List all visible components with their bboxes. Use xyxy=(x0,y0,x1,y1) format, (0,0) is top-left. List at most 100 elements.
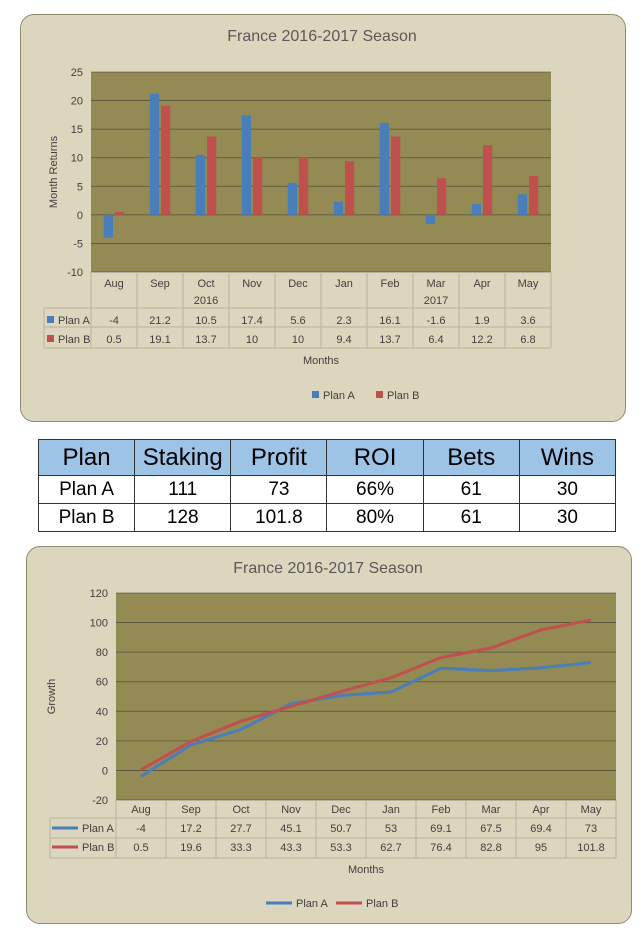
table-series-name: Plan B xyxy=(58,334,90,346)
x-tick-label: Feb xyxy=(432,804,451,816)
x-tick-label: Aug xyxy=(131,804,151,816)
header-profit: Profit xyxy=(230,439,328,476)
data-label: 6.8 xyxy=(520,334,535,346)
plot-area xyxy=(116,593,616,800)
table-row: Plan A 111 73 66% 61 30 xyxy=(37,475,617,504)
y-tick-label: 10 xyxy=(71,153,83,165)
x-tick-label: Apr xyxy=(473,278,490,290)
data-label: 5.6 xyxy=(290,315,305,327)
data-label: 1.9 xyxy=(474,315,489,327)
bar-plan-b xyxy=(437,178,447,215)
data-label: 62.7 xyxy=(380,842,401,854)
y-tick-label: 25 xyxy=(71,67,83,79)
data-label: 6.4 xyxy=(428,334,443,346)
x-tick-label: Oct xyxy=(232,804,249,816)
x-tick-label: Oct xyxy=(197,278,214,290)
x-group-label: 2016 xyxy=(194,295,218,307)
legend-label: Plan B xyxy=(366,898,398,910)
x-group-label: 2017 xyxy=(424,295,448,307)
x-tick-label: Apr xyxy=(532,804,549,816)
header-bets: Bets xyxy=(422,439,520,476)
bar-plan-a xyxy=(149,93,159,215)
data-label: 3.6 xyxy=(520,315,535,327)
data-label: 13.7 xyxy=(379,334,400,346)
chart-title: France 2016-2017 Season xyxy=(227,28,416,45)
data-label: -4 xyxy=(109,315,119,327)
bar-plan-a xyxy=(287,182,297,215)
y-tick-label: 120 xyxy=(90,588,108,600)
legend-label: Plan A xyxy=(296,898,328,910)
bar-plan-a xyxy=(425,214,435,224)
data-label: 95 xyxy=(535,842,547,854)
data-label: 17.2 xyxy=(180,823,201,835)
table-cell: 80% xyxy=(326,503,424,532)
data-label: 45.1 xyxy=(280,823,301,835)
table-cell: 30 xyxy=(518,475,617,504)
y-tick-label: 0 xyxy=(77,210,83,222)
legend-label: Plan B xyxy=(387,390,419,402)
x-tick-label: Mar xyxy=(482,804,501,816)
data-label: 27.7 xyxy=(230,823,251,835)
header-roi: ROI xyxy=(326,439,424,476)
bar-plan-a xyxy=(195,154,205,215)
y-tick-label: 0 xyxy=(102,765,108,777)
legend-swatch xyxy=(312,391,319,398)
table-cell: 128 xyxy=(134,503,232,532)
header-staking: Staking xyxy=(134,439,232,476)
legend-swatch xyxy=(376,391,383,398)
bar-plan-a xyxy=(517,194,527,215)
data-label: 2.3 xyxy=(336,315,351,327)
data-label: 0.5 xyxy=(133,842,148,854)
data-label: -4 xyxy=(136,823,146,835)
data-label: 69.4 xyxy=(530,823,551,835)
data-label: 12.2 xyxy=(471,334,492,346)
x-tick-label: May xyxy=(518,278,539,290)
bar-plan-b xyxy=(345,161,355,215)
bar-plan-b xyxy=(299,157,309,215)
data-label: 50.7 xyxy=(330,823,351,835)
x-tick-label: Jan xyxy=(335,278,353,290)
data-label: 53.3 xyxy=(330,842,351,854)
bar-plan-a xyxy=(379,122,389,215)
bar-plan-b xyxy=(529,176,539,215)
table-series-name: Plan A xyxy=(82,823,114,835)
x-tick-label: Jan xyxy=(382,804,400,816)
x-axis-title: Months xyxy=(348,864,385,876)
data-label: 21.2 xyxy=(149,315,170,327)
x-tick-label: Sep xyxy=(150,278,170,290)
y-tick-label: 80 xyxy=(96,647,108,659)
header-wins: Wins xyxy=(518,439,617,476)
y-tick-label: 5 xyxy=(77,181,83,193)
table-series-name: Plan A xyxy=(58,315,90,327)
x-tick-label: Aug xyxy=(104,278,124,290)
x-tick-label: Dec xyxy=(288,278,308,290)
y-tick-label: 60 xyxy=(96,677,108,689)
data-label: 69.1 xyxy=(430,823,451,835)
data-label: 101.8 xyxy=(577,842,605,854)
table-series-name: Plan B xyxy=(82,842,114,854)
data-label: 33.3 xyxy=(230,842,251,854)
x-axis-title: Months xyxy=(303,355,340,367)
data-label: 10 xyxy=(292,334,304,346)
data-label: 17.4 xyxy=(241,315,262,327)
x-tick-label: Dec xyxy=(331,804,351,816)
data-label: -1.6 xyxy=(427,315,446,327)
x-tick-label: Mar xyxy=(427,278,446,290)
legend-key xyxy=(47,335,54,342)
data-label: 16.1 xyxy=(379,315,400,327)
y-tick-label: -10 xyxy=(67,267,83,279)
bar-plan-a xyxy=(471,204,481,215)
table-cell: 61 xyxy=(422,503,520,532)
y-tick-label: 100 xyxy=(90,618,108,630)
bar-plan-b xyxy=(391,136,401,215)
legend-key xyxy=(47,316,54,323)
y-axis-title: Month Returns xyxy=(48,135,60,208)
summary-header-row: Plan Staking Profit ROI Bets Wins xyxy=(37,439,617,476)
table-cell: 30 xyxy=(518,503,617,532)
bar-plan-b xyxy=(161,105,171,215)
bar-plan-b xyxy=(253,157,263,215)
series-line-plan-a xyxy=(140,661,592,778)
table-row: Plan B 128 101.8 80% 61 30 xyxy=(37,503,617,532)
y-tick-label: 40 xyxy=(96,706,108,718)
